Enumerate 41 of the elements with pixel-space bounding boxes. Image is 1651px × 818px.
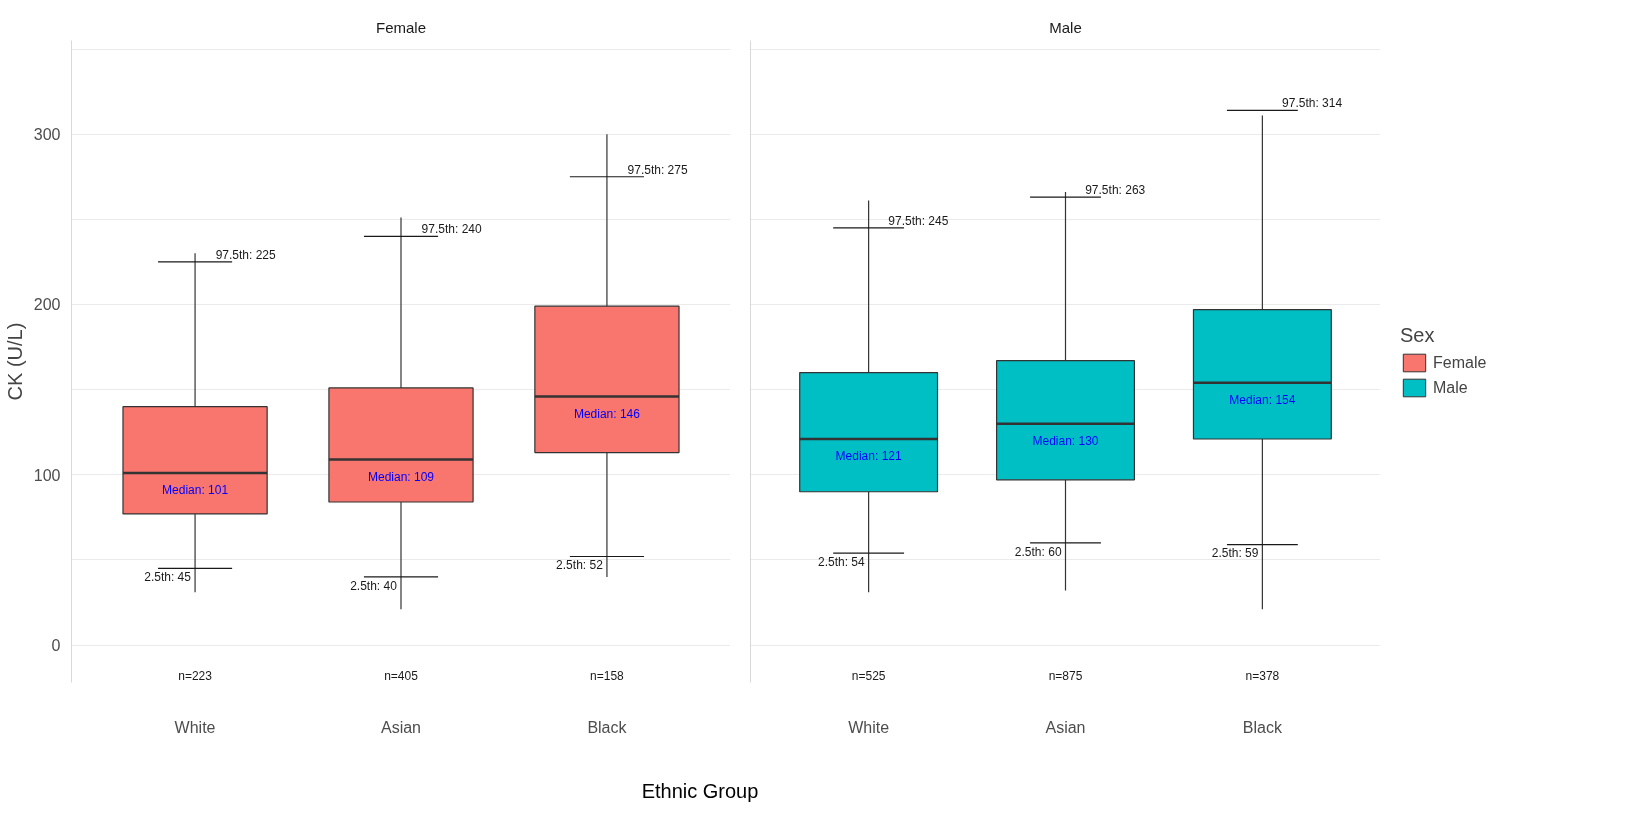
annotation: 2.5th: 60 xyxy=(1014,544,1062,559)
annotation: 97.5th: 314 xyxy=(1282,96,1343,111)
legend-title: Sex xyxy=(1400,323,1436,347)
annotation: 2.5th: 45 xyxy=(144,570,192,585)
annotation: n=525 xyxy=(851,668,886,683)
x-tick-label: White xyxy=(174,718,216,736)
legend-label: Female xyxy=(1433,353,1487,372)
annotation: 97.5th: 245 xyxy=(888,213,949,228)
annotation: Median: 101 xyxy=(162,483,229,498)
chart-title: Female xyxy=(375,18,427,36)
annotation: n=875 xyxy=(1048,668,1083,683)
annotation: 2.5th: 59 xyxy=(1211,546,1259,561)
annotation: Median: 154 xyxy=(1229,393,1296,407)
legend-label: Male xyxy=(1433,378,1468,397)
annotation: 97.5th: 225 xyxy=(215,247,277,262)
annotation: 2.5th: 54 xyxy=(817,554,866,569)
x-tick-label: Black xyxy=(587,718,628,736)
annotation: 97.5th: 240 xyxy=(421,222,482,237)
y-axis-title: CK (U/L) xyxy=(3,322,26,401)
annotation: 97.5th: 275 xyxy=(627,162,688,177)
annotation: n=223 xyxy=(178,668,213,683)
annotation: 2.5th: 52 xyxy=(556,558,604,573)
annotation: Median: 109 xyxy=(367,469,435,484)
x-axis-title: Ethnic Group xyxy=(641,779,759,804)
annotation: n=405 xyxy=(384,668,419,683)
x-tick-label: Black xyxy=(1242,718,1283,736)
y-tick-label: 100 xyxy=(33,466,61,484)
annotation: 97.5th: 263 xyxy=(1085,183,1146,198)
annotation: Median: 146 xyxy=(573,406,641,421)
x-tick-label: Asian xyxy=(1045,718,1086,736)
y-tick-label: 0 xyxy=(51,637,61,655)
annotation: n=378 xyxy=(1245,668,1280,683)
annotation: 2.5th: 40 xyxy=(350,578,398,593)
x-tick-label: White xyxy=(848,718,890,736)
annotation: Median: 121 xyxy=(835,449,902,464)
x-tick-label: Asian xyxy=(380,718,422,736)
chart-title: Male xyxy=(1049,18,1082,36)
annotation: Median: 130 xyxy=(1032,433,1099,448)
y-tick-label: 300 xyxy=(33,126,61,144)
y-tick-label: 200 xyxy=(33,296,61,314)
annotation: n=158 xyxy=(590,668,625,683)
